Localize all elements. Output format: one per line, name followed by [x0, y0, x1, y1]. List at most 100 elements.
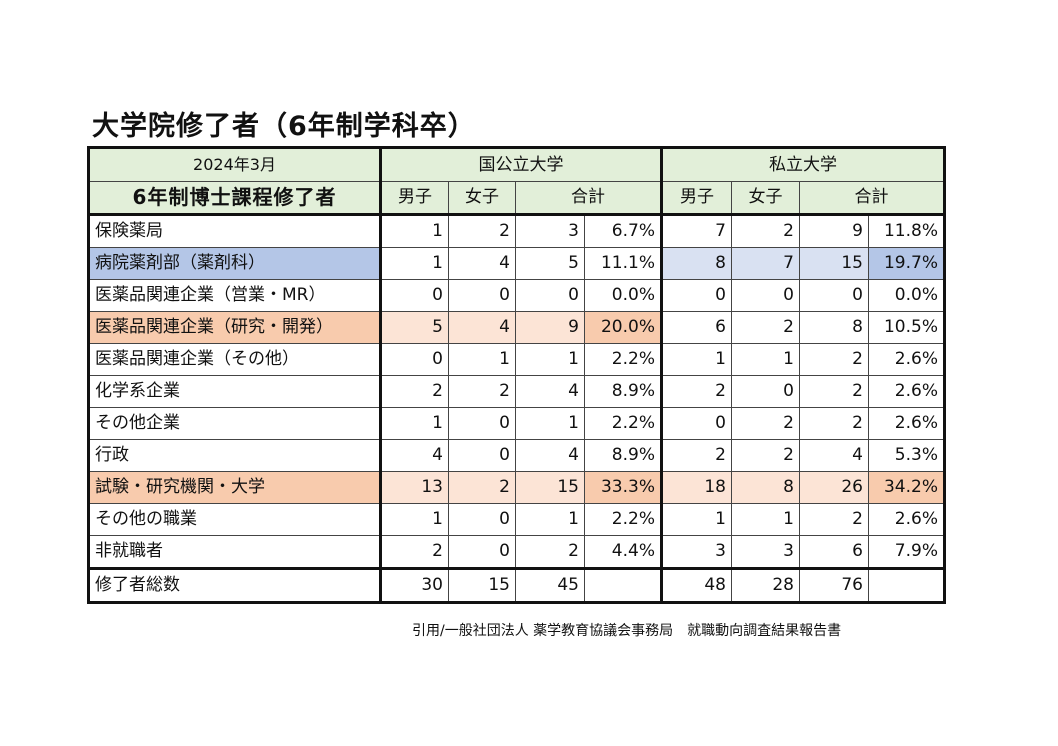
private-male-cell: 0 — [661, 279, 732, 312]
public-male-cell: 1 — [380, 214, 449, 248]
private-male-cell: 7 — [661, 214, 732, 248]
private-total-cell: 2 — [799, 375, 869, 408]
public-female-header: 女子 — [448, 181, 516, 216]
private-percent-cell: 7.9% — [868, 535, 945, 569]
public-percent-cell: 2.2% — [584, 343, 663, 376]
public-female-cell: 4 — [448, 311, 516, 344]
public-total-cell: 9 — [515, 311, 585, 344]
table-row: 医薬品関連企業（営業・MR） 0 0 0 0.0% 0 0 0 0.0% — [88, 279, 945, 312]
private-total-cell: 9 — [799, 214, 869, 248]
table-row: 化学系企業 2 2 4 8.9% 2 0 2 2.6% — [88, 375, 945, 408]
table-row: 保険薬局 1 2 3 6.7% 7 2 9 11.8% — [88, 214, 945, 248]
private-male-cell: 8 — [661, 247, 732, 280]
private-total-cell: 2 — [799, 503, 869, 536]
private-male-cell: 1 — [661, 343, 732, 376]
course-header: 6年制博士課程修了者 — [88, 181, 382, 216]
public-female-cell: 2 — [448, 471, 516, 504]
public-percent-total — [584, 567, 663, 603]
private-female-header: 女子 — [731, 181, 800, 216]
private-female-cell: 2 — [731, 311, 800, 344]
table-row: 行政 4 0 4 8.9% 2 2 4 5.3% — [88, 439, 945, 472]
public-percent-cell: 11.1% — [584, 247, 663, 280]
private-total-cell: 8 — [799, 311, 869, 344]
public-female-cell: 1 — [448, 343, 516, 376]
public-female-cell: 2 — [448, 375, 516, 408]
public-total-cell: 1 — [515, 503, 585, 536]
private-female-cell: 8 — [731, 471, 800, 504]
private-male-cell: 3 — [661, 535, 732, 569]
private-female-cell: 2 — [731, 439, 800, 472]
public-male-cell: 1 — [380, 247, 449, 280]
private-percent-cell: 0.0% — [868, 279, 945, 312]
private-total-cell: 6 — [799, 535, 869, 569]
public-male-header: 男子 — [380, 181, 449, 216]
private-grand-total: 76 — [799, 567, 869, 603]
employment-table: 2024年3月 国公立大学 私立大学 6年制博士課程修了者 男子 女子 合計 男… — [87, 146, 946, 604]
public-total-header: 合計 — [515, 181, 663, 216]
public-male-cell: 2 — [380, 535, 449, 569]
public-female-cell: 0 — [448, 439, 516, 472]
private-female-cell: 0 — [731, 279, 800, 312]
public-female-cell: 0 — [448, 279, 516, 312]
row-label: 化学系企業 — [88, 375, 382, 408]
public-total-cell: 1 — [515, 407, 585, 440]
public-female-cell: 4 — [448, 247, 516, 280]
row-label: 医薬品関連企業（営業・MR） — [88, 279, 382, 312]
public-total-cell: 2 — [515, 535, 585, 569]
table-row: 非就職者 2 0 2 4.4% 3 3 6 7.9% — [88, 535, 945, 569]
date-header: 2024年3月 — [88, 147, 382, 182]
private-percent-cell: 5.3% — [868, 439, 945, 472]
table-row: 試験・研究機関・大学 13 2 15 33.3% 18 8 26 34.2% — [88, 471, 945, 504]
private-percent-cell: 11.8% — [868, 214, 945, 248]
public-percent-cell: 6.7% — [584, 214, 663, 248]
private-female-cell: 1 — [731, 343, 800, 376]
public-percent-cell: 8.9% — [584, 375, 663, 408]
public-female-cell: 0 — [448, 503, 516, 536]
public-male-total: 30 — [380, 567, 449, 603]
private-university-header: 私立大学 — [661, 147, 945, 182]
private-male-cell: 2 — [661, 439, 732, 472]
public-male-cell: 2 — [380, 375, 449, 408]
private-percent-cell: 2.6% — [868, 407, 945, 440]
private-male-cell: 0 — [661, 407, 732, 440]
table-row: 病院薬剤部（薬剤科） 1 4 5 11.1% 8 7 15 19.7% — [88, 247, 945, 280]
public-percent-cell: 8.9% — [584, 439, 663, 472]
public-male-cell: 1 — [380, 503, 449, 536]
table-row: 医薬品関連企業（研究・開発） 5 4 9 20.0% 6 2 8 10.5% — [88, 311, 945, 344]
row-label: 行政 — [88, 439, 382, 472]
private-percent-cell: 19.7% — [868, 247, 945, 280]
private-female-cell: 1 — [731, 503, 800, 536]
private-percent-cell: 2.6% — [868, 375, 945, 408]
totals-row: 修了者総数 30 15 45 48 28 76 — [88, 567, 945, 603]
public-total-cell: 15 — [515, 471, 585, 504]
table-row: その他の職業 1 0 1 2.2% 1 1 2 2.6% — [88, 503, 945, 536]
public-male-cell: 0 — [380, 279, 449, 312]
public-percent-cell: 0.0% — [584, 279, 663, 312]
public-grand-total: 45 — [515, 567, 585, 603]
row-label: 試験・研究機関・大学 — [88, 471, 382, 504]
row-label: 保険薬局 — [88, 214, 382, 248]
public-total-cell: 3 — [515, 214, 585, 248]
public-percent-cell: 33.3% — [584, 471, 663, 504]
public-percent-cell: 2.2% — [584, 407, 663, 440]
public-total-cell: 1 — [515, 343, 585, 376]
private-male-cell: 2 — [661, 375, 732, 408]
private-percent-cell: 2.6% — [868, 343, 945, 376]
private-total-cell: 2 — [799, 407, 869, 440]
public-percent-cell: 4.4% — [584, 535, 663, 569]
row-label: その他企業 — [88, 407, 382, 440]
public-male-cell: 1 — [380, 407, 449, 440]
public-male-cell: 0 — [380, 343, 449, 376]
private-female-cell: 3 — [731, 535, 800, 569]
private-total-cell: 0 — [799, 279, 869, 312]
public-total-cell: 4 — [515, 439, 585, 472]
row-label: 医薬品関連企業（研究・開発） — [88, 311, 382, 344]
private-female-cell: 2 — [731, 407, 800, 440]
private-male-cell: 18 — [661, 471, 732, 504]
private-female-cell: 7 — [731, 247, 800, 280]
row-label: 非就職者 — [88, 535, 382, 569]
private-total-cell: 4 — [799, 439, 869, 472]
public-female-cell: 2 — [448, 214, 516, 248]
private-percent-cell: 34.2% — [868, 471, 945, 504]
public-female-total: 15 — [448, 567, 516, 603]
